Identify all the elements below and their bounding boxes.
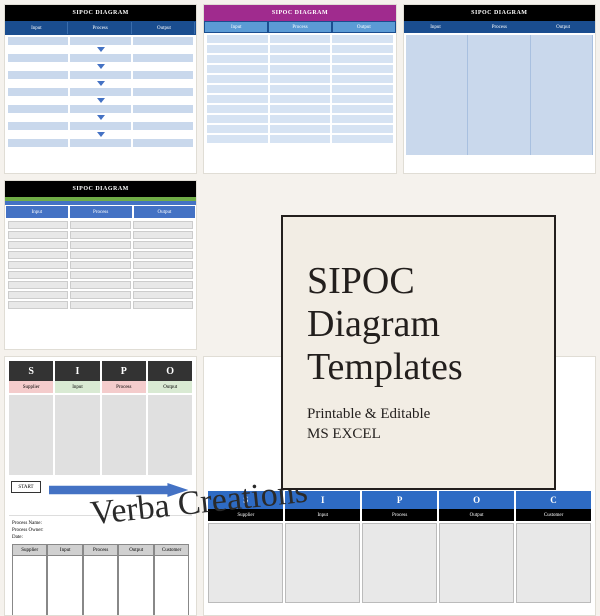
col-header: Process <box>70 206 132 218</box>
rows <box>204 33 395 147</box>
letter: I <box>55 361 99 381</box>
col-header: Output <box>118 544 153 556</box>
col-header: Process <box>83 544 118 556</box>
thumb-title: SIPOC DIAGRAM <box>5 181 196 197</box>
col-header: Input <box>47 544 82 556</box>
col-header: Process <box>70 22 132 34</box>
letter: C <box>516 491 591 509</box>
letter: O <box>439 491 514 509</box>
thumb-title: SIPOC DIAGRAM <box>5 5 196 21</box>
template-thumb-2[interactable]: SIPOC DIAGRAM Input Process Output <box>203 4 396 174</box>
col-header: Supplier <box>12 544 47 556</box>
label: Process <box>362 509 437 521</box>
title-card: SIPOC Diagram Templates Printable & Edit… <box>281 215 556 490</box>
letter: O <box>148 361 192 381</box>
label: Input <box>55 381 99 393</box>
template-thumb-5[interactable]: S I P O Supplier Input Process Output ST… <box>4 356 197 616</box>
rows <box>5 219 196 313</box>
col-header: Output <box>532 22 594 32</box>
template-thumb-1[interactable]: SIPOC DIAGRAM Input Process Output <box>4 4 197 174</box>
col-header: Output <box>134 206 196 218</box>
letter: S <box>9 361 53 381</box>
label: Output <box>439 509 514 521</box>
col-header: Output <box>134 22 196 34</box>
col-header: Input <box>405 22 467 32</box>
col-header: Process <box>269 22 331 32</box>
col-header: Customer <box>154 544 189 556</box>
col-header: Input <box>205 22 267 32</box>
thumb-title: SIPOC DIAGRAM <box>204 5 395 21</box>
start-box: START <box>11 481 41 493</box>
label: Supplier <box>9 381 53 393</box>
template-thumb-4[interactable]: SIPOC DIAGRAM Input Process Output <box>4 180 197 350</box>
subtitle: Printable & Editable MS EXCEL <box>307 404 530 445</box>
rows <box>5 35 196 151</box>
col-header: Output <box>333 22 395 32</box>
thumb-title: SIPOC DIAGRAM <box>404 5 595 21</box>
label: Process <box>102 381 146 393</box>
col-header: Process <box>468 22 530 32</box>
label: Output <box>148 381 192 393</box>
main-title: SIPOC Diagram Templates <box>307 260 530 388</box>
letter: P <box>102 361 146 381</box>
col-header: Input <box>6 206 68 218</box>
col-header: Input <box>6 22 68 34</box>
label: Customer <box>516 509 591 521</box>
template-thumb-3[interactable]: SIPOC DIAGRAM Input Process Output <box>403 4 596 174</box>
letter: P <box>362 491 437 509</box>
